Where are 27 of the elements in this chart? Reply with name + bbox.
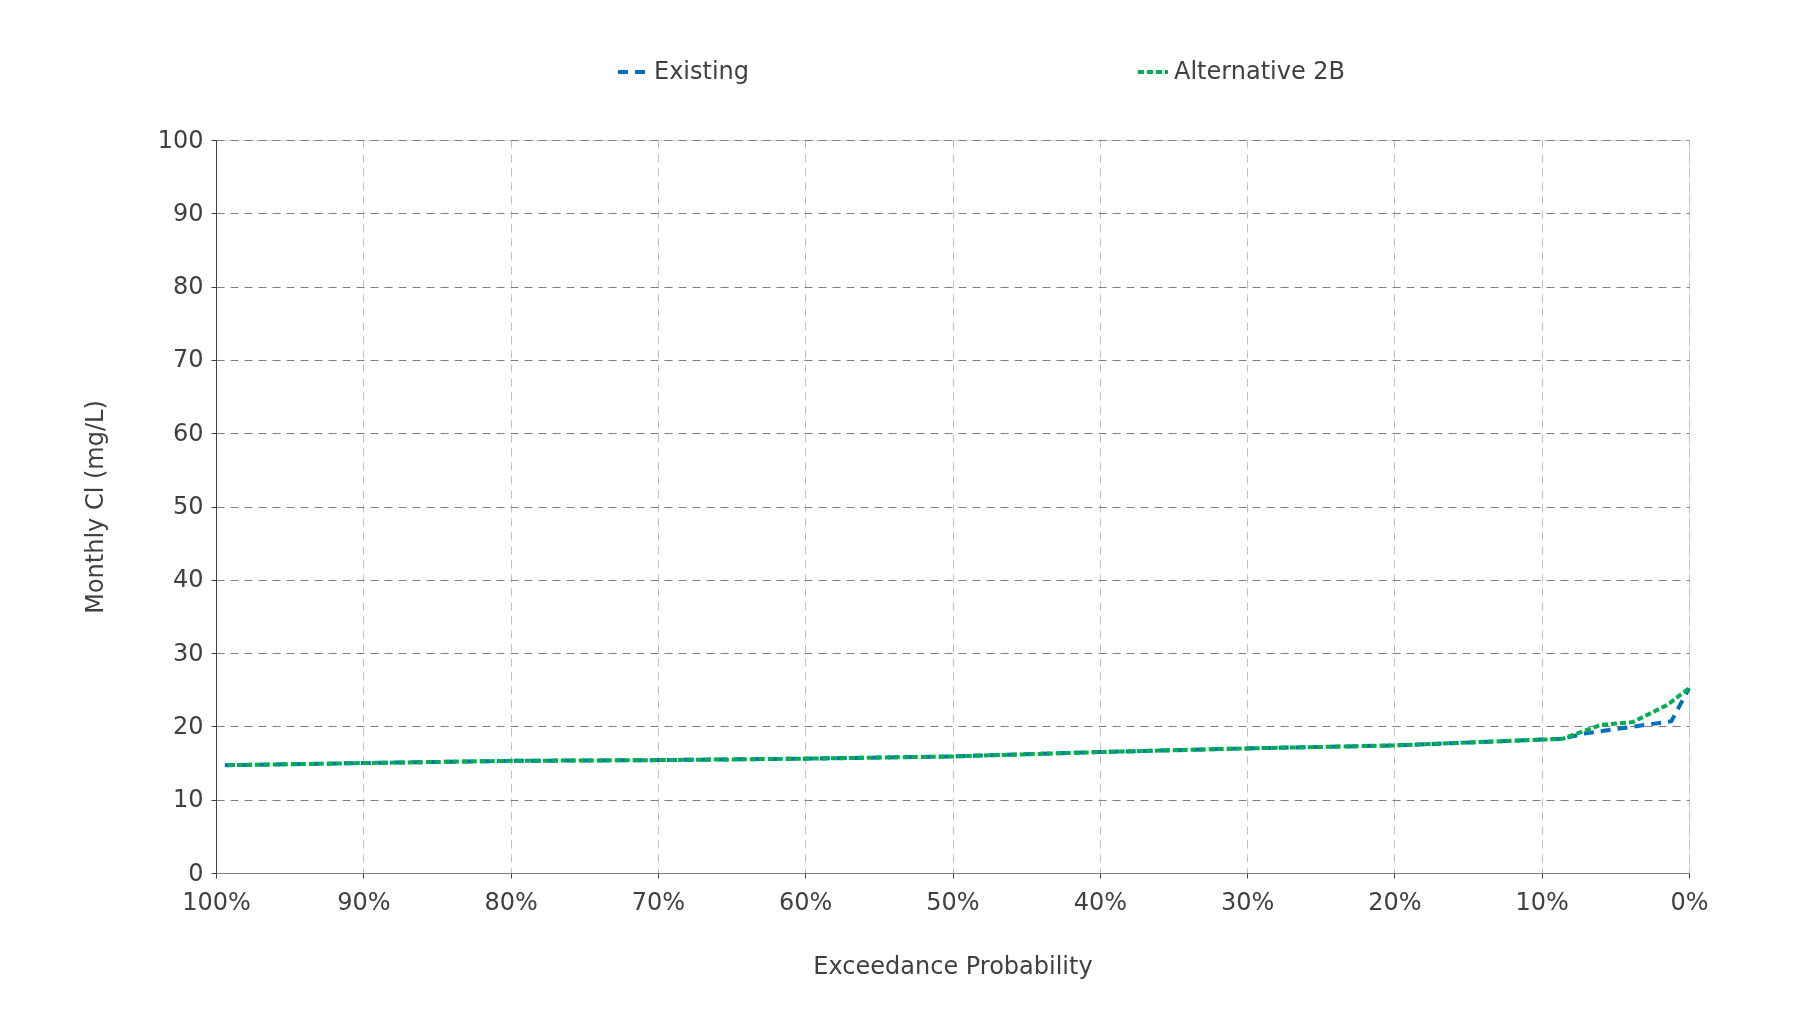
- x-tick-label: 40%: [1073, 887, 1127, 916]
- y-tick-label: 0: [188, 858, 204, 887]
- x-tick-label: 90%: [337, 887, 391, 916]
- y-tick-label: 80: [172, 272, 204, 301]
- x-tick-label: 100%: [182, 887, 251, 916]
- x-tick-label: 80%: [484, 887, 538, 916]
- y-axis-title: Monthly Cl (mg/L): [80, 400, 109, 614]
- y-tick-label: 20: [172, 711, 204, 740]
- y-tick-label: 60: [172, 418, 204, 447]
- x-tick-label: 70%: [631, 887, 686, 916]
- x-tick-label: 0%: [1670, 887, 1709, 916]
- x-axis-title: Exceedance Probability: [813, 951, 1093, 980]
- y-tick-label: 90: [172, 198, 204, 227]
- x-tick-label: 60%: [779, 887, 833, 916]
- y-tick-label: 40: [172, 565, 204, 594]
- line-series: [222, 686, 1691, 768]
- y-tick-label: 50: [172, 492, 204, 520]
- legend-label: Alternative 2B: [1174, 57, 1346, 85]
- y-tick-label: 70: [172, 345, 204, 374]
- y-tick-label: 100: [157, 125, 204, 154]
- x-tick-label: 10%: [1515, 887, 1569, 916]
- y-tick-label: 30: [172, 638, 204, 667]
- x-tick-label: 20%: [1368, 887, 1422, 916]
- legend-label: Existing: [654, 57, 750, 85]
- x-tick-label: 50%: [926, 887, 980, 916]
- x-tick-label: 30%: [1220, 887, 1275, 916]
- y-tick-label: 10: [172, 785, 204, 814]
